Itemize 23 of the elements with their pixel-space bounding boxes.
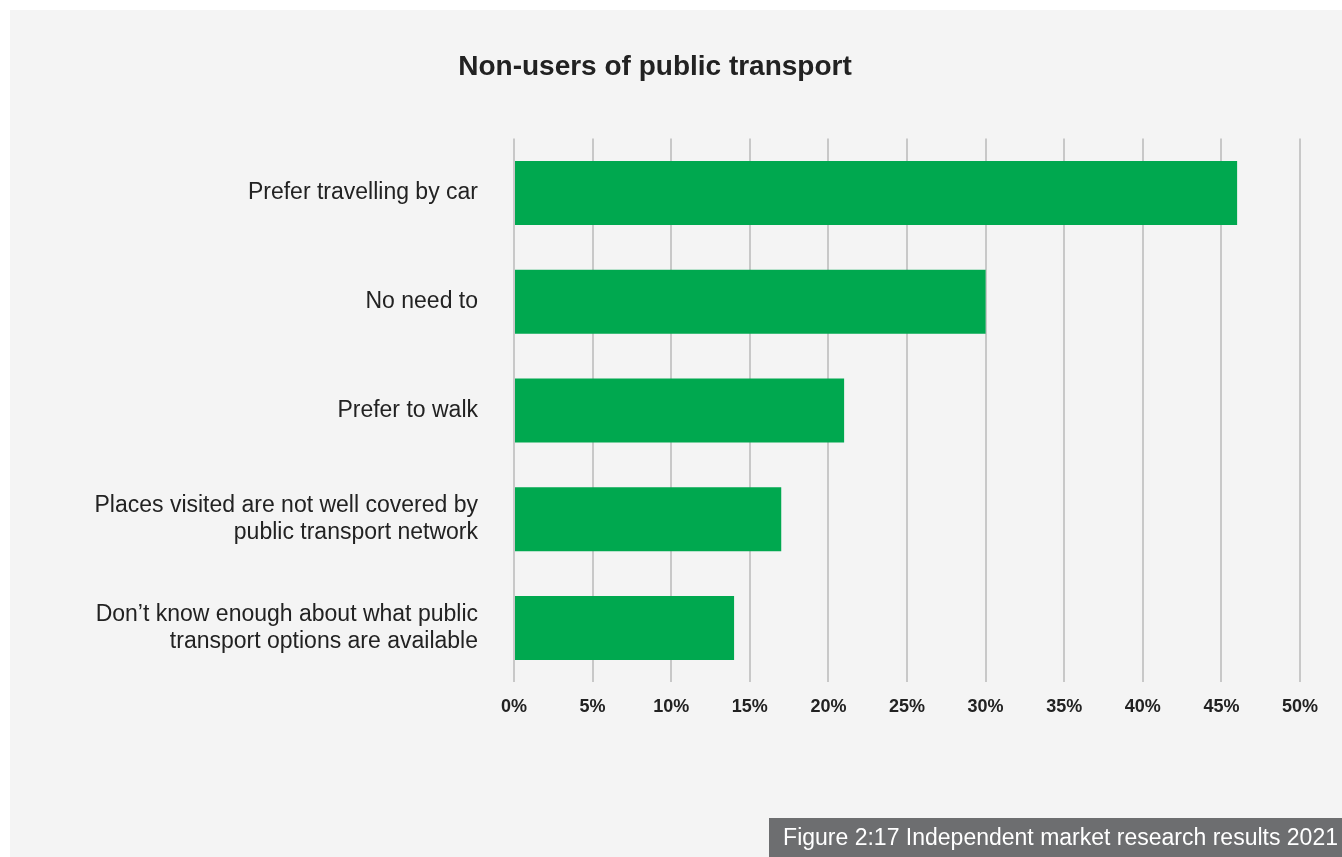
y-tick-label: Prefer travelling by car — [247, 178, 479, 205]
x-tick-label: 10% — [653, 696, 690, 717]
x-tick-label: 15% — [731, 696, 768, 717]
bar — [515, 269, 986, 334]
bar — [515, 487, 782, 552]
bar — [515, 160, 1238, 226]
y-tick-label: Don’t know enough about what public transport options are available — [95, 599, 478, 654]
x-tick-label: 25% — [888, 696, 926, 717]
y-tick-label: No need to — [365, 287, 478, 314]
x-tick-label: 0% — [500, 696, 528, 717]
x-tick-label: 5% — [579, 696, 606, 717]
y-tick-label: Prefer to walk — [337, 395, 479, 422]
y-tick-label: Places visited are not well covered by public transport network — [94, 490, 479, 545]
chart-title: Non-users of public transport — [458, 49, 852, 81]
x-tick-label: 35% — [1046, 696, 1083, 717]
x-tick-label: 40% — [1124, 696, 1161, 717]
bar — [515, 595, 735, 661]
caption: Figure 2:17 Independent market research results 2021 — [769, 818, 1342, 857]
x-tick-label: 45% — [1203, 696, 1240, 717]
x-tick-label: 50% — [1281, 696, 1319, 717]
bar — [515, 378, 845, 443]
x-tick-label: 30% — [967, 696, 1004, 717]
x-tick-label: 20% — [810, 696, 847, 717]
